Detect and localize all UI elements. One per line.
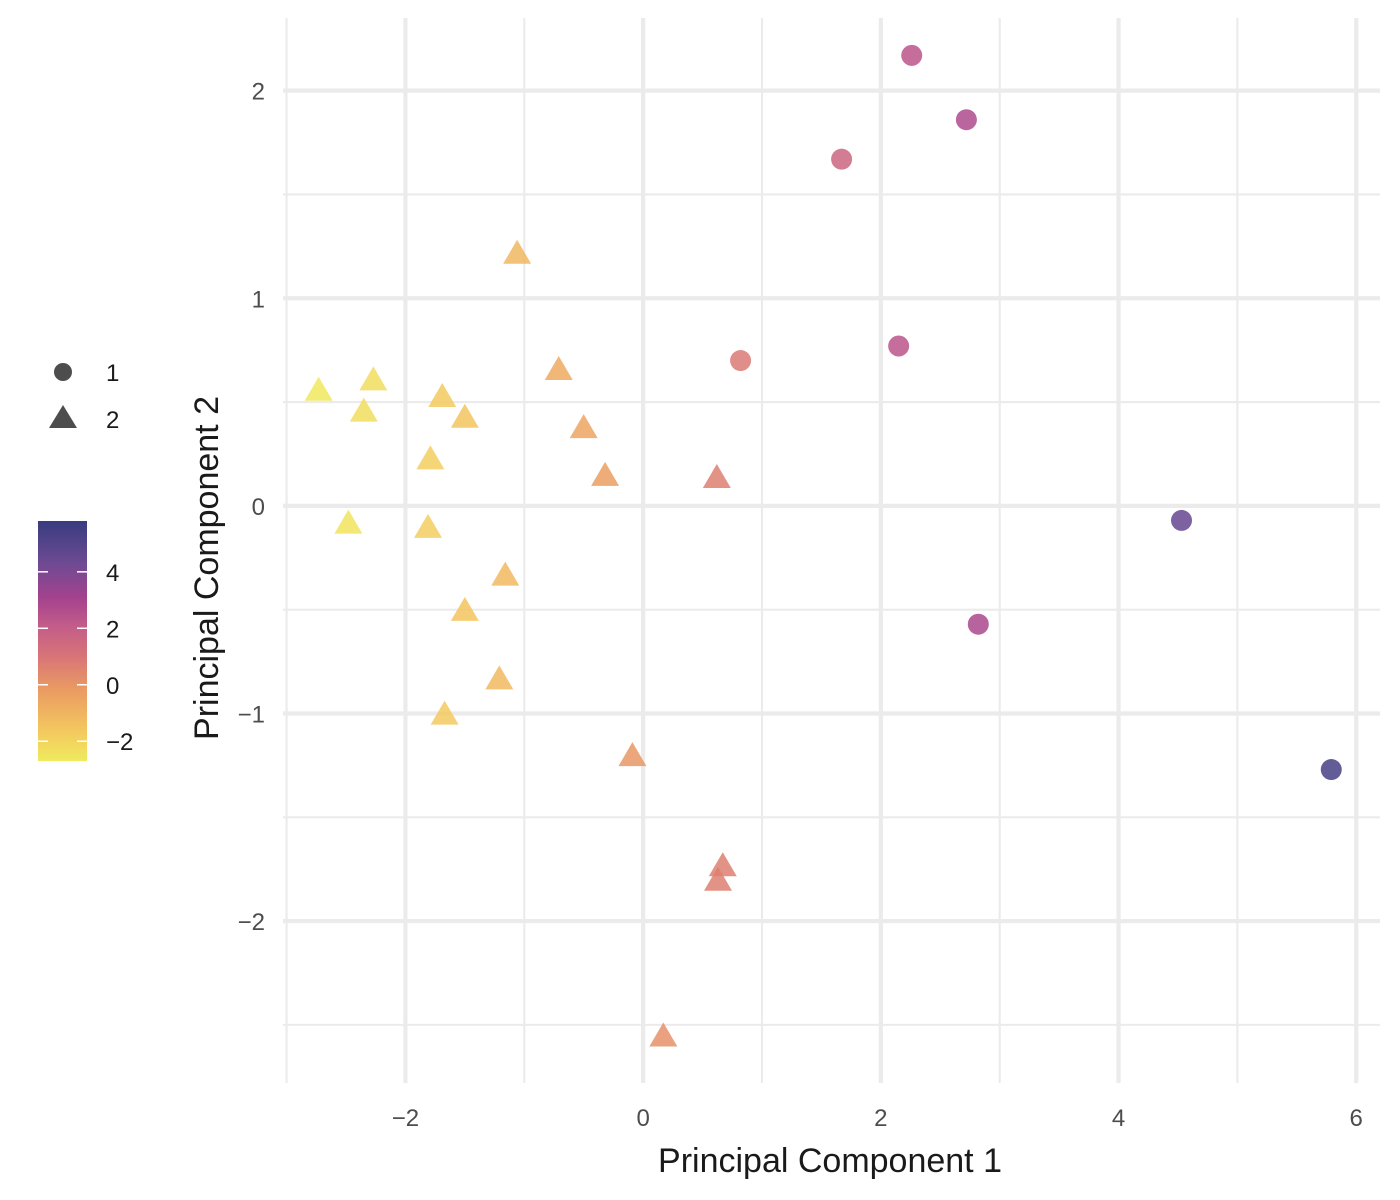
colorbar-tick-label: 0 (106, 673, 119, 700)
colorbar (38, 521, 87, 761)
data-point-triangle (359, 366, 388, 391)
y-tick-label: 0 (252, 494, 265, 521)
data-point-triangle (304, 376, 333, 401)
data-point-triangle (702, 463, 731, 488)
data-point-triangle (428, 383, 457, 408)
data-point-triangle (416, 445, 445, 470)
data-point-triangle (569, 414, 598, 439)
data-point-triangle (450, 403, 479, 428)
y-tick-label: 2 (252, 79, 265, 106)
x-axis-title: Principal Component 1 (658, 1142, 1002, 1180)
shape-legend: 1 2 (49, 360, 119, 434)
data-point-triangle (708, 852, 737, 877)
legend-triangle-icon (49, 405, 77, 428)
y-tick-label: −1 (238, 701, 265, 728)
data-point-circle (967, 613, 989, 635)
x-tick-label: 2 (874, 1105, 887, 1132)
y-axis-title: Principal Component 2 (188, 396, 226, 740)
color-legend: 4 2 0 −2 (38, 521, 133, 761)
data-point-triangle (703, 866, 732, 891)
data-point-triangle (503, 239, 532, 264)
data-point-circle (1171, 509, 1193, 531)
data-point-triangle (544, 356, 573, 381)
data-point-circle (901, 44, 923, 66)
data-point-triangle (349, 397, 378, 422)
colorbar-ticks: 4 2 0 −2 (38, 560, 133, 756)
data-point-triangle (591, 461, 620, 486)
data-point-circle (831, 148, 853, 170)
legend-label-1: 1 (106, 360, 119, 387)
y-tick-label: −2 (238, 909, 265, 936)
data-point-circle (955, 109, 977, 131)
data-points (304, 44, 1342, 1047)
data-point-circle (730, 350, 752, 372)
data-point-triangle (649, 1022, 678, 1047)
data-point-triangle (485, 665, 514, 690)
data-point-triangle (413, 513, 442, 538)
x-axis-ticks: −2 0 2 4 6 (392, 1105, 1363, 1132)
data-point-triangle (450, 596, 479, 621)
data-point-circle (1320, 759, 1342, 781)
colorbar-tick-label: −2 (106, 729, 133, 756)
data-point-triangle (618, 742, 647, 767)
x-tick-label: 0 (636, 1105, 649, 1132)
colorbar-tick-label: 4 (106, 560, 119, 587)
data-point-triangle (430, 700, 459, 725)
y-tick-label: 1 (252, 286, 265, 313)
legend-circle-icon (54, 363, 72, 381)
x-tick-label: 4 (1112, 1105, 1125, 1132)
colorbar-tick-label: 2 (106, 616, 119, 643)
x-tick-label: 6 (1350, 1105, 1363, 1132)
data-point-triangle (334, 509, 363, 534)
y-axis-ticks: −2 −1 0 1 2 (238, 79, 265, 936)
x-tick-label: −2 (392, 1105, 419, 1132)
data-point-circle (888, 335, 910, 357)
legend-label-2: 2 (106, 407, 119, 434)
data-point-triangle (491, 561, 520, 586)
grid-lines (283, 18, 1380, 1083)
